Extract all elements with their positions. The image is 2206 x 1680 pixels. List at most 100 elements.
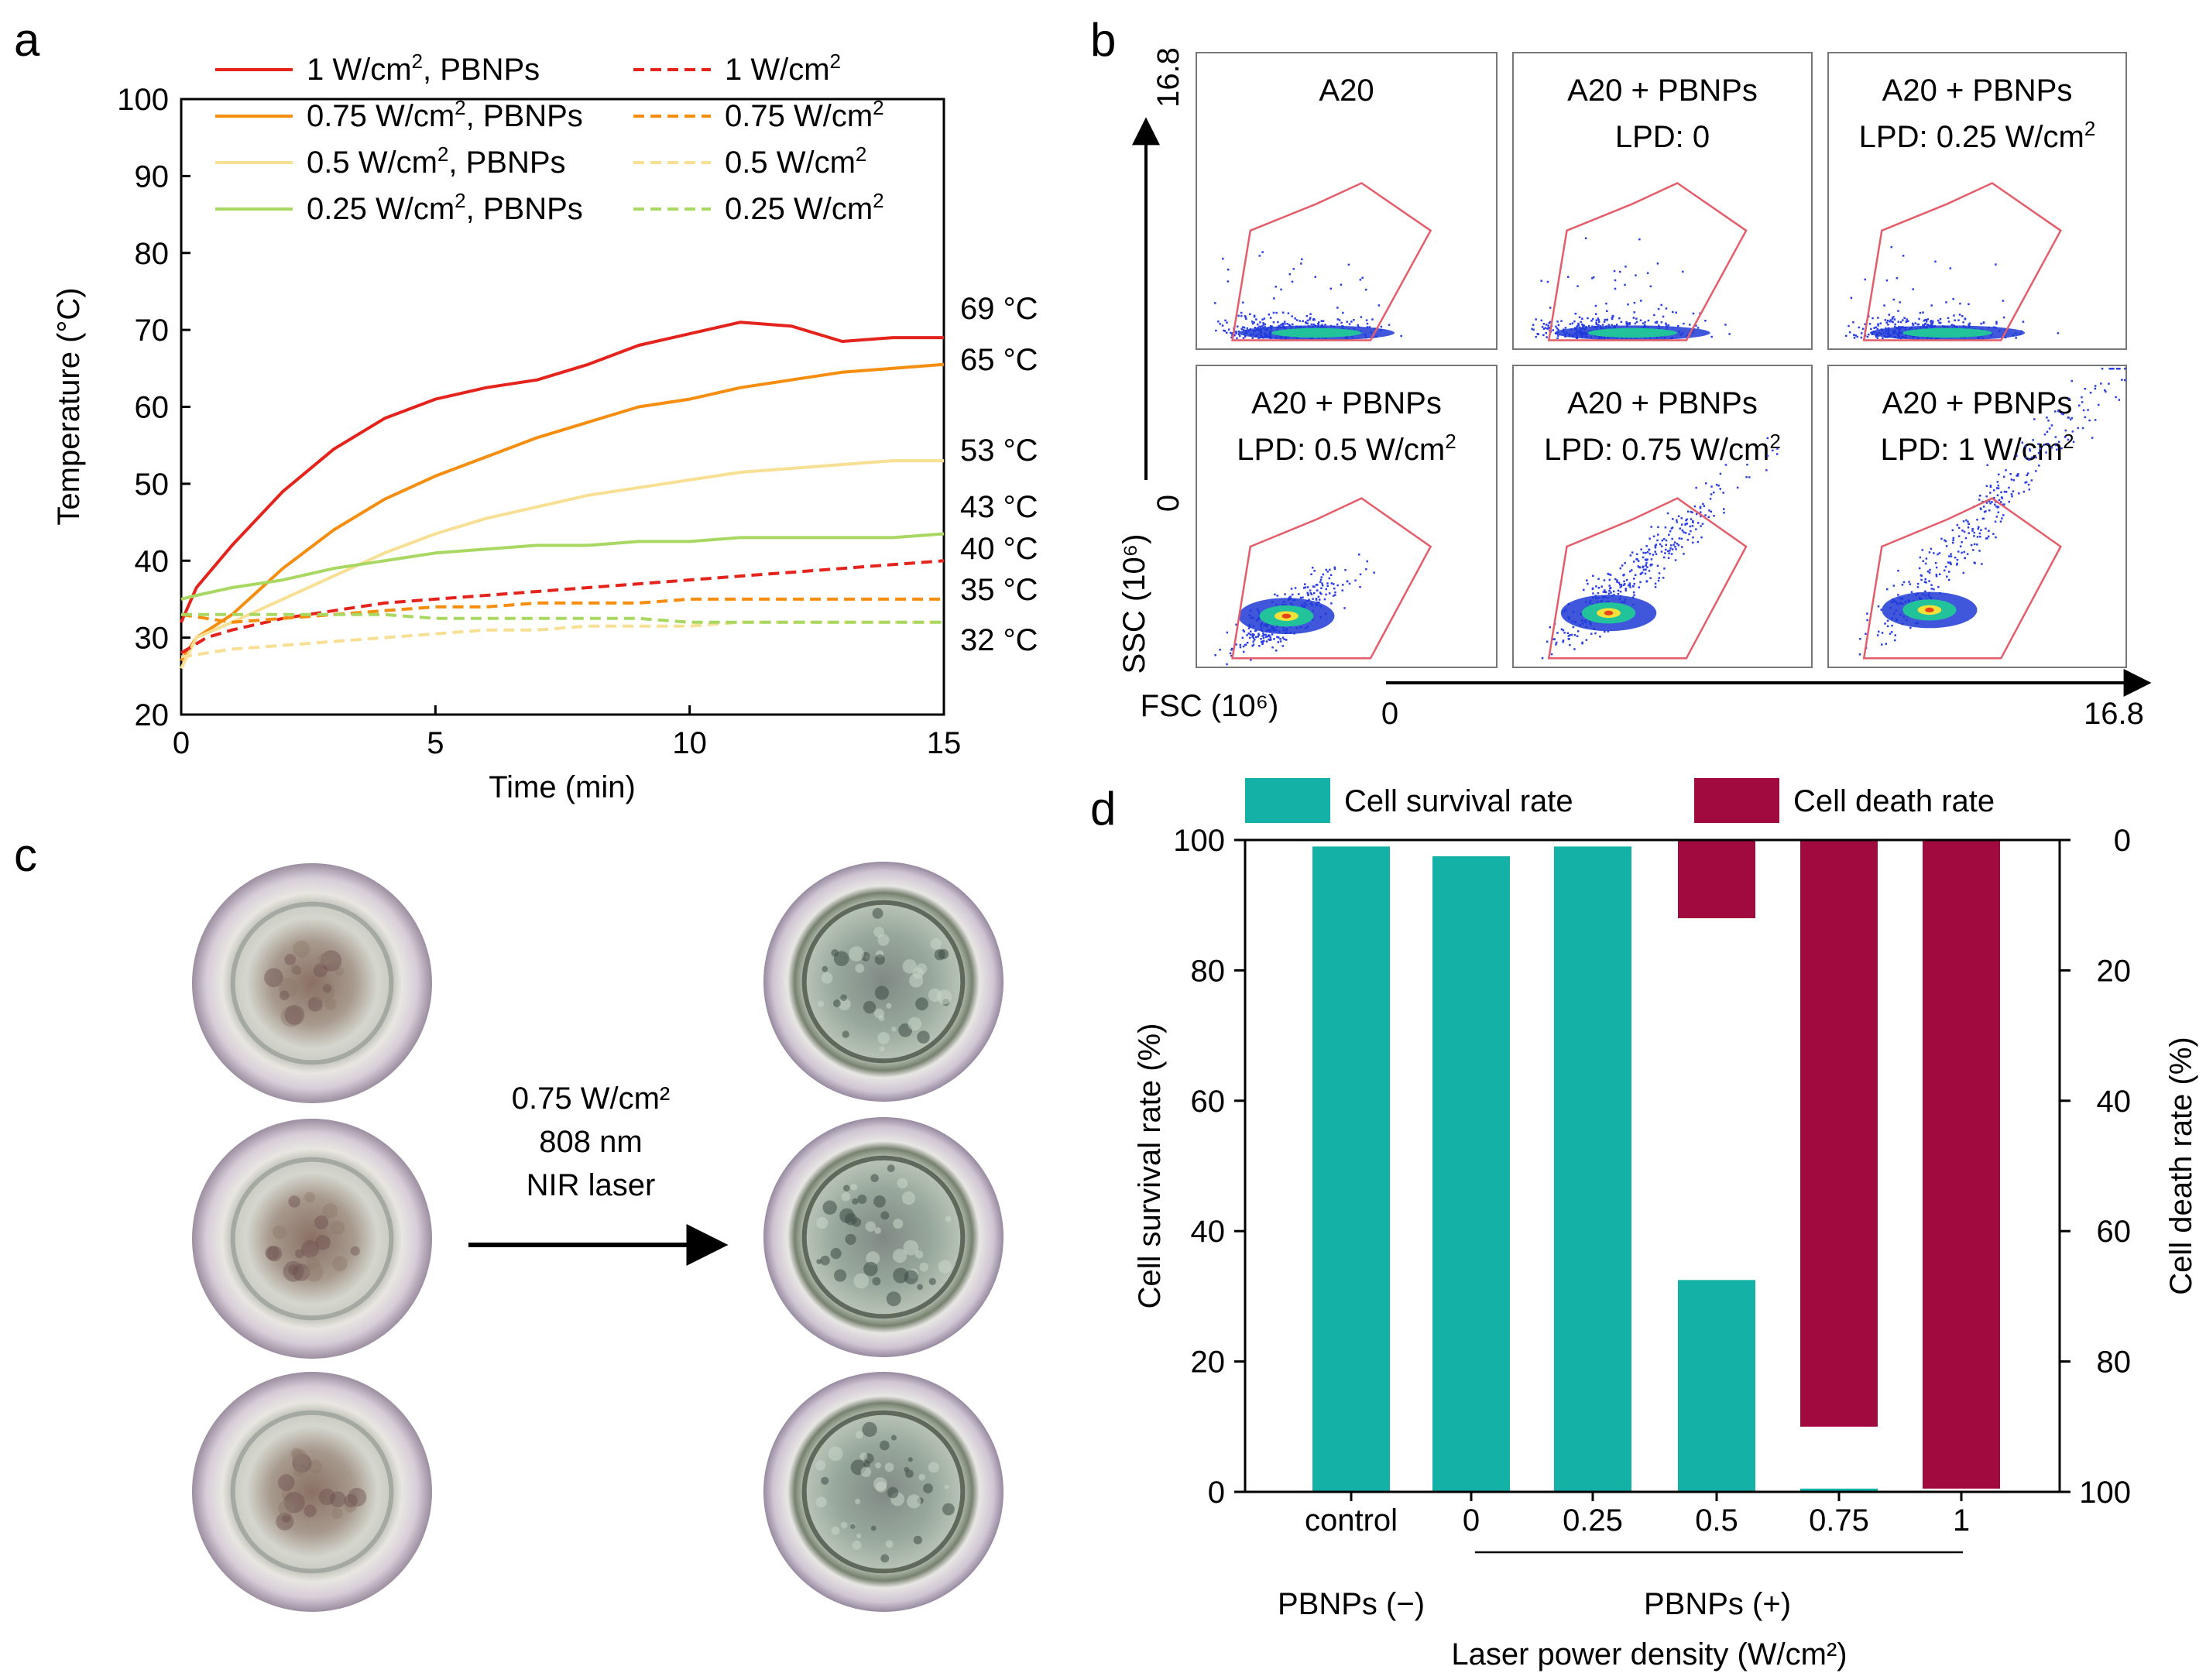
- cell-micrograph: [763, 862, 1004, 1102]
- cell-granule: [304, 1191, 315, 1203]
- event-dot: [1547, 324, 1549, 327]
- event-dot: [1693, 505, 1697, 508]
- event-dot: [1321, 324, 1323, 326]
- cell-micrograph: [192, 863, 432, 1103]
- event-dot: [1315, 584, 1318, 586]
- event-dot: [2029, 449, 2032, 452]
- event-dot: [2118, 399, 2121, 401]
- event-dot: [1861, 332, 1863, 334]
- event-dot: [1964, 318, 1967, 321]
- event-dot: [1677, 515, 1680, 518]
- event-dot: [1597, 324, 1600, 326]
- event-dot: [1319, 591, 1322, 594]
- event-dot: [1601, 324, 1604, 326]
- cell-granule: [874, 986, 889, 1000]
- event-dot: [1994, 520, 1997, 523]
- event-dot: [1272, 321, 1275, 324]
- event-dot: [1570, 633, 1573, 636]
- cell-granule: [295, 1249, 304, 1259]
- event-dot: [1329, 568, 1331, 571]
- event-dot: [1886, 625, 1889, 628]
- cell-granule: [915, 997, 928, 1011]
- event-dot: [2070, 417, 2073, 420]
- event-dot: [1239, 643, 1242, 646]
- event-dot: [1306, 319, 1309, 322]
- event-dot: [1542, 327, 1546, 330]
- panel-b-plots: A20 A20 + PBNPs LPD: 0 A20 + PBNPs LPD: 0.25…: [1196, 52, 2127, 668]
- event-dot: [1564, 335, 1566, 338]
- event-dot: [1660, 321, 1663, 324]
- event-dot: [1670, 527, 1673, 530]
- event-dot: [1906, 318, 1908, 321]
- event-dot: [1966, 553, 1969, 555]
- event-dot: [1894, 639, 1896, 642]
- event-dot: [2035, 470, 2037, 472]
- cell-granule: [945, 1215, 952, 1222]
- cell-granule: [280, 1006, 302, 1027]
- event-dot: [1883, 304, 1885, 307]
- y-tick-label: 60: [135, 391, 170, 425]
- event-dot: [1947, 317, 1950, 320]
- panel-label-d: d: [1090, 783, 1116, 835]
- cell-granule: [859, 1452, 868, 1460]
- event-dot: [1909, 626, 1912, 629]
- event-dot: [1548, 327, 1550, 329]
- event-dot: [1295, 319, 1299, 321]
- event-dot: [1305, 321, 1307, 324]
- event-dot: [1948, 555, 1950, 557]
- cell-body: [192, 1372, 432, 1612]
- series-line: [180, 620, 944, 659]
- event-dot: [1294, 587, 1297, 589]
- event-dot: [1677, 544, 1680, 547]
- event-dot: [2064, 429, 2067, 432]
- event-dot: [1544, 327, 1547, 329]
- event-dot: [1242, 329, 1245, 331]
- laser-wavelength-label: 808 nm: [539, 1125, 642, 1159]
- event-dot: [2108, 382, 2110, 385]
- event-dot: [1672, 518, 1674, 520]
- event-dot: [1625, 321, 1628, 324]
- event-dot: [1578, 316, 1581, 319]
- event-dot: [1995, 322, 1998, 325]
- event-dot: [1976, 543, 1978, 546]
- cell-granule: [347, 1487, 367, 1507]
- event-dot: [1224, 319, 1227, 322]
- event-dot: [1291, 280, 1294, 283]
- event-dot: [2000, 491, 2002, 494]
- gate-polygon: [1547, 497, 1748, 660]
- cell-granule: [304, 1504, 317, 1517]
- event-dot: [1655, 543, 1658, 546]
- event-dot: [1697, 327, 1700, 329]
- cell-granule: [314, 981, 335, 1003]
- event-dot: [1284, 593, 1286, 595]
- event-dot: [1701, 523, 1704, 525]
- cell-granule: [816, 1259, 822, 1264]
- event-dot: [1650, 526, 1652, 528]
- event-dot: [1330, 582, 1333, 585]
- cell-granule: [877, 934, 890, 946]
- cell-granule: [832, 999, 841, 1007]
- event-dot: [1978, 499, 1981, 501]
- event-dot: [1692, 312, 1695, 315]
- event-dot: [1957, 526, 1961, 530]
- event-dot: [1645, 568, 1647, 571]
- event-dot: [1649, 577, 1652, 579]
- event-dot: [1886, 319, 1889, 322]
- event-dot: [1361, 276, 1364, 279]
- cell-granule: [820, 1255, 830, 1266]
- event-dot: [2012, 479, 2015, 482]
- cell-granule: [840, 1521, 848, 1529]
- cell-granule: [307, 1256, 321, 1270]
- event-dot: [1628, 322, 1631, 324]
- event-dot: [1635, 274, 1637, 276]
- y-tick-label: 40: [1191, 1215, 1226, 1249]
- event-dot: [1918, 567, 1921, 570]
- event-dot: [1648, 553, 1652, 555]
- event-dot: [1886, 588, 1889, 591]
- event-dot: [1629, 570, 1631, 573]
- event-dot: [1557, 334, 1559, 337]
- cell-granule: [855, 963, 865, 973]
- event-dot: [1632, 585, 1635, 588]
- event-dot: [1665, 322, 1667, 325]
- event-dot: [1717, 485, 1720, 487]
